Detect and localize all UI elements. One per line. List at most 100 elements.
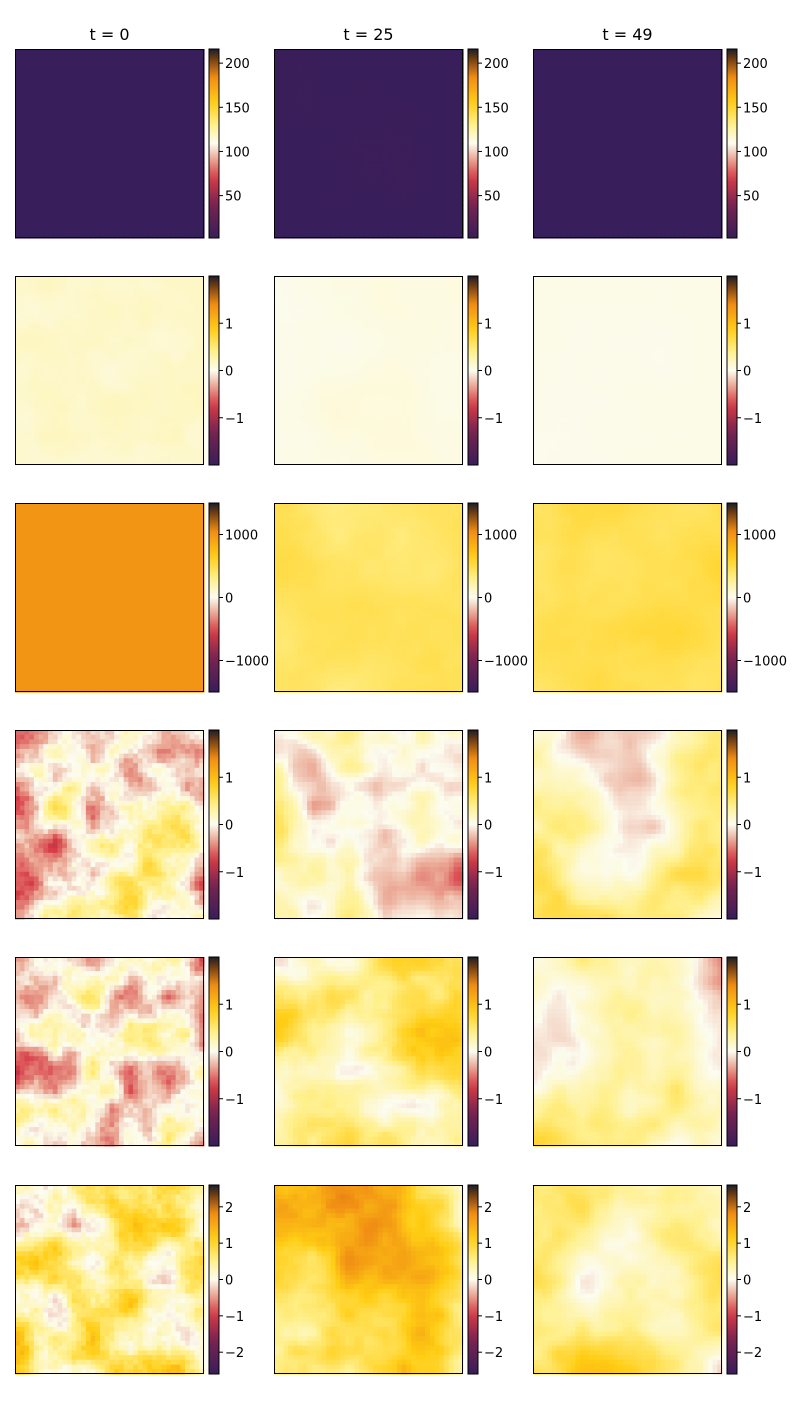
heatmap-cell — [642, 92, 647, 97]
heatmap-cell — [402, 92, 407, 97]
heatmap-cell — [547, 205, 552, 210]
heatmap-cell — [594, 92, 599, 97]
heatmap-cell — [143, 210, 148, 215]
heatmap-cell — [369, 210, 374, 215]
heatmap-cell — [637, 77, 642, 82]
heatmap-cell — [557, 177, 562, 182]
heatmap-cell — [345, 162, 350, 167]
heatmap-cell — [618, 58, 623, 63]
heatmap-cell — [105, 229, 110, 234]
colorbar-tick-label: 50 — [484, 190, 501, 205]
heatmap-cell — [331, 210, 336, 215]
heatmap-cell — [58, 205, 63, 210]
heatmap-cell — [420, 205, 425, 210]
heatmap-cell — [39, 214, 44, 219]
heatmap-cell — [354, 162, 359, 167]
heatmap-cell — [613, 54, 618, 59]
heatmap-cell — [538, 82, 543, 87]
heatmap-cell — [684, 191, 689, 196]
heatmap-cell — [34, 139, 39, 144]
heatmap-cell — [435, 144, 440, 149]
heatmap-cell — [152, 73, 157, 78]
heatmap-cell — [176, 214, 181, 219]
heatmap-cell — [651, 167, 656, 172]
heatmap-cell — [713, 110, 718, 115]
heatmap-cell — [91, 200, 96, 205]
heatmap-cell — [326, 63, 331, 68]
heatmap-cell — [632, 58, 637, 63]
heatmap-cell — [430, 148, 435, 153]
heatmap-cell — [632, 172, 637, 177]
heatmap-cell — [369, 96, 374, 101]
heatmap-cell — [364, 82, 369, 87]
heatmap-cell — [76, 195, 81, 200]
heatmap-cell — [454, 54, 459, 59]
heatmap-cell — [321, 181, 326, 186]
heatmap-cell — [340, 101, 345, 106]
heatmap-cell — [105, 139, 110, 144]
heatmap-cell — [580, 134, 585, 139]
heatmap-cell — [425, 96, 430, 101]
heatmap-cell — [665, 63, 670, 68]
heatmap-cell — [326, 191, 331, 196]
heatmap-cell — [689, 158, 694, 163]
heatmap-cell — [364, 200, 369, 205]
heatmap-cell — [288, 92, 293, 97]
heatmap-cell — [81, 195, 86, 200]
heatmap-cell — [661, 167, 666, 172]
heatmap-cell — [552, 205, 557, 210]
heatmap-cell — [359, 195, 364, 200]
heatmap-cell — [618, 134, 623, 139]
heatmap-cell — [340, 219, 345, 224]
heatmap-cell — [48, 195, 53, 200]
heatmap-cell — [618, 115, 623, 120]
heatmap-cell — [190, 58, 195, 63]
heatmap-cell — [713, 101, 718, 106]
heatmap-cell — [402, 144, 407, 149]
heatmap-cell — [152, 87, 157, 92]
heatmap-cell — [279, 172, 284, 177]
heatmap-cell — [81, 219, 86, 224]
heatmap-cell — [411, 129, 416, 134]
heatmap-cell — [378, 106, 383, 111]
heatmap-cell — [124, 200, 129, 205]
heatmap-cell — [454, 181, 459, 186]
heatmap-cell — [618, 148, 623, 153]
heatmap-cell — [100, 58, 105, 63]
heatmap-cell — [124, 229, 129, 234]
heatmap-cell — [72, 92, 77, 97]
heatmap-cell — [298, 181, 303, 186]
heatmap-cell — [561, 162, 566, 167]
heatmap-cell — [373, 177, 378, 182]
heatmap-cell — [561, 195, 566, 200]
heatmap-cell — [571, 87, 576, 92]
heatmap-cell — [713, 162, 718, 167]
heatmap-cell — [293, 101, 298, 106]
heatmap-cell — [298, 144, 303, 149]
heatmap-cell — [387, 167, 392, 172]
heatmap-cell — [58, 219, 63, 224]
heatmap-cell — [43, 115, 48, 120]
heatmap-cell — [359, 73, 364, 78]
heatmap-cell — [542, 139, 547, 144]
heatmap-cell — [76, 153, 81, 158]
heatmap-cell — [689, 191, 694, 196]
heatmap-cell — [713, 172, 718, 177]
heatmap-cell — [288, 54, 293, 59]
heatmap-cell — [392, 167, 397, 172]
heatmap-cell — [646, 101, 651, 106]
heatmap-cell — [402, 106, 407, 111]
heatmap-cell — [288, 101, 293, 106]
heatmap-cell — [354, 177, 359, 182]
heatmap-cell — [542, 162, 547, 167]
heatmap-cell — [566, 139, 571, 144]
heatmap-cell — [373, 195, 378, 200]
heatmap-cell — [561, 191, 566, 196]
heatmap-cell — [646, 139, 651, 144]
heatmap-cell — [124, 73, 129, 78]
heatmap-cell — [661, 68, 666, 73]
heatmap-cell — [128, 186, 133, 191]
heatmap-cell — [166, 148, 171, 153]
heatmap-cell — [190, 106, 195, 111]
heatmap-cell — [566, 82, 571, 87]
